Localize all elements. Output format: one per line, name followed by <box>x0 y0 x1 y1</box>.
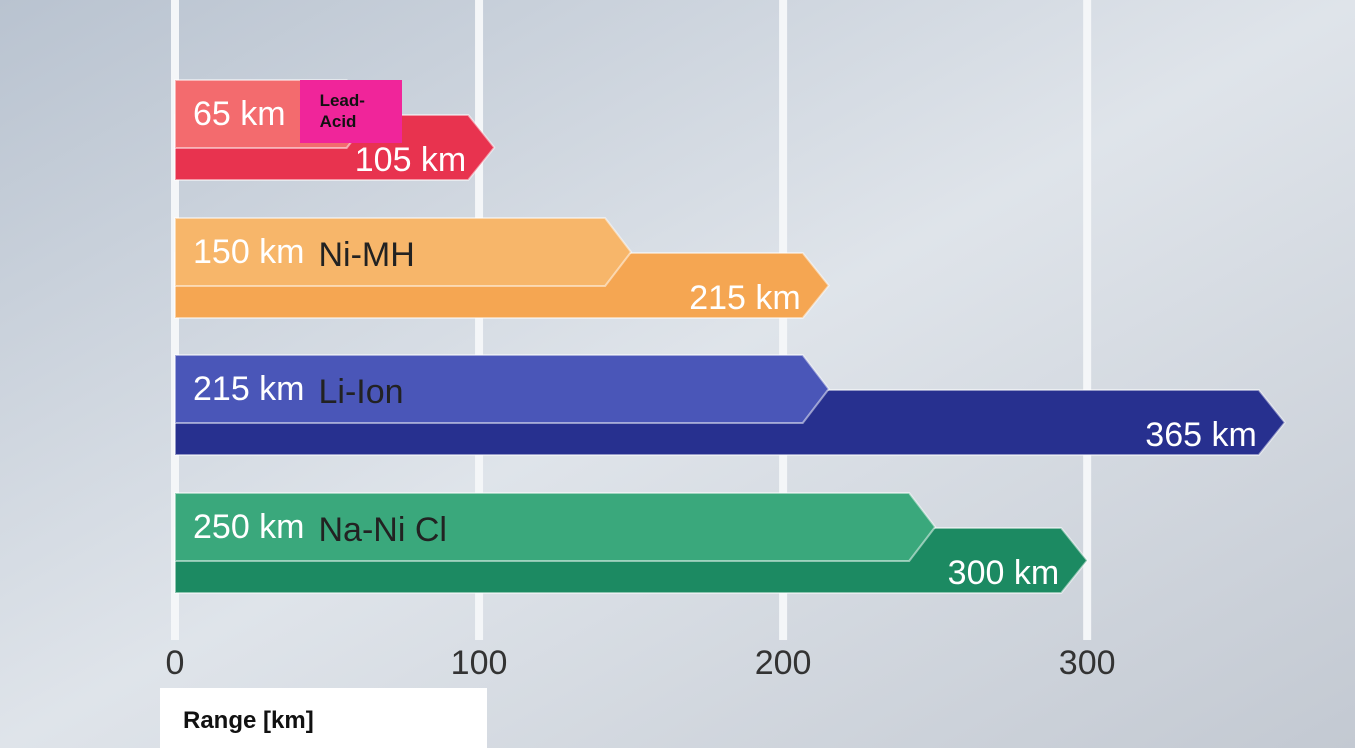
low-value-label: 215 km <box>193 370 305 408</box>
low-value-label: 150 km <box>193 233 305 271</box>
x-tick-label: 200 <box>755 644 812 682</box>
x-tick-label: 300 <box>1059 644 1116 682</box>
category-label: Na-Ni Cl <box>318 511 447 549</box>
category-label: Li-Ion <box>318 373 404 411</box>
category-label: Ni-MH <box>318 236 415 274</box>
category-label: Lead-Acid <box>299 80 402 143</box>
high-value-label: 300 km <box>948 554 1060 592</box>
high-value-label: 105 km <box>355 141 467 179</box>
range-low-arrow <box>174 354 830 424</box>
low-value-label: 250 km <box>193 508 305 546</box>
x-tick-label: 0 <box>166 644 185 682</box>
x-axis-label: Range [km] <box>160 688 487 748</box>
range-low-arrow <box>174 492 937 562</box>
high-value-label: 215 km <box>689 279 801 317</box>
low-value-label: 65 km <box>193 95 286 133</box>
x-tick-label: 100 <box>451 644 508 682</box>
high-value-label: 365 km <box>1145 416 1257 454</box>
range-low-arrow <box>174 217 633 287</box>
